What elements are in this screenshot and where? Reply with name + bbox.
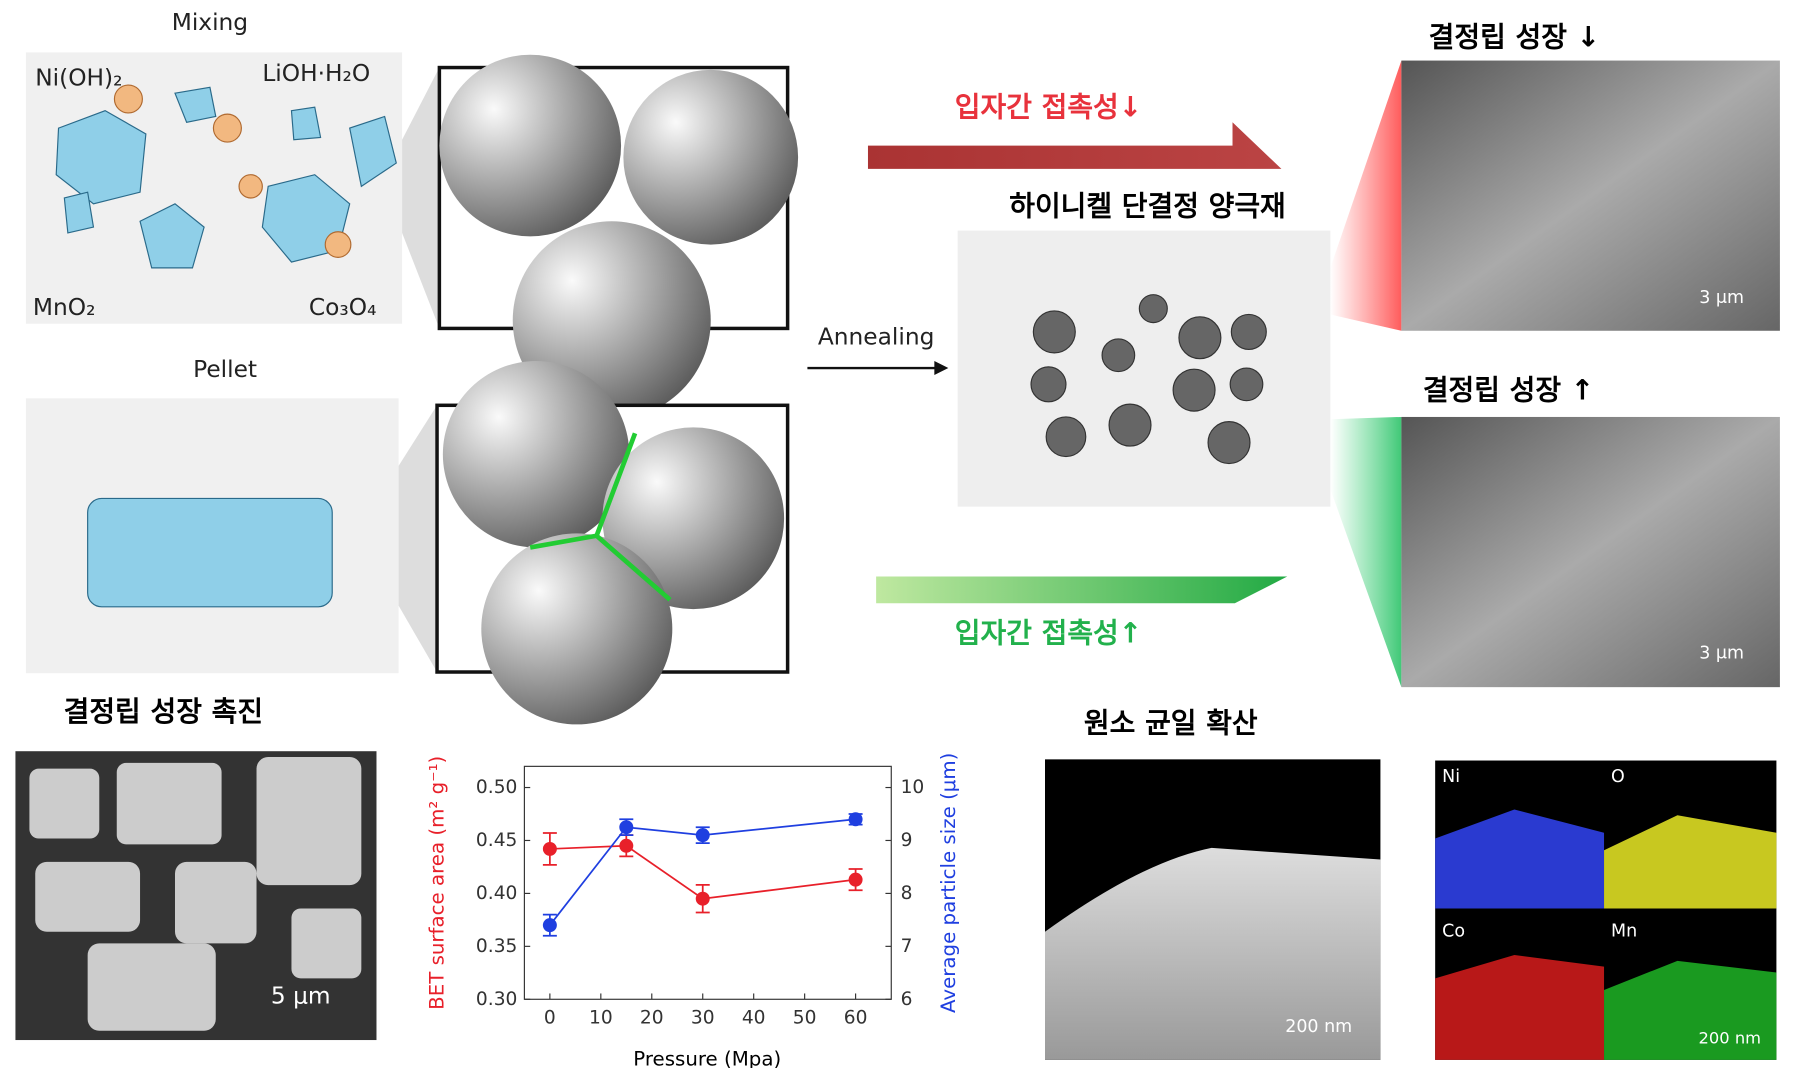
x-tick-label: 0 [544,1007,556,1028]
scale-bar: 200 nm [1285,1017,1352,1037]
scale-bar: 3 μm [1699,643,1744,663]
label: Ni(OH)₂ [35,65,122,92]
plot-frame [523,765,892,1000]
x-tick-label: 20 [640,1007,664,1028]
label: 결정립 성장 촉진 [64,695,263,728]
particles [113,84,352,258]
y-tick-label: 0.45 [476,830,517,851]
data-point [695,828,710,843]
label: Pellet [193,356,257,383]
label: O [1611,767,1625,787]
pellet [87,497,333,608]
label: 하이니켈 단결정 양극재 [1009,189,1285,222]
y-tick-label: 0.50 [476,777,517,798]
data-point [619,820,634,835]
label: 결정립 성장 ↓ [1429,20,1600,53]
label: Mn [1611,922,1637,942]
label: LiOH·H₂O [262,60,370,87]
zoom-fan [1330,416,1402,688]
label: Mixing [172,9,248,36]
zoom-fan [1330,60,1402,331]
spheres [442,361,785,725]
eds-o [1604,815,1777,909]
label: 결정립 성장 ↑ [1423,373,1594,406]
label: 입자간 접촉성↓ [955,90,1142,123]
y2-axis-label: Average particle size (μm) [937,753,960,1013]
contact [529,432,672,602]
y-tick-label: 0.40 [476,883,517,904]
chart: Pressure (Mpa) BET surface area (m² g⁻¹)… [426,753,960,1068]
sem-image [1401,416,1780,688]
arrow [934,361,949,376]
label: Co₃O₄ [309,294,376,321]
label: MnO₂ [33,294,96,321]
scale-bar: 3 μm [1699,288,1744,308]
data-point [619,838,634,853]
x-tick-label: 10 [589,1007,613,1028]
y2-tick-label: 9 [901,830,913,851]
series-line [549,844,856,900]
scale-bar: 5 μm [271,982,331,1009]
arrow [876,576,1288,604]
data-point [848,872,863,887]
y2-tick-label: 7 [901,936,913,957]
x-tick-label: 60 [844,1007,868,1028]
x-tick-label: 30 [691,1007,715,1028]
y-axis-label: BET surface area (m² g⁻¹) [426,756,449,1010]
spheres [439,54,799,420]
data-point [848,812,863,827]
label: 입자간 접촉성↑ [955,617,1142,650]
data-point [542,918,557,933]
y-tick-label: 0.30 [476,989,517,1010]
eds-mn [1604,960,1777,1060]
grains [29,757,362,1031]
eds-co [1435,955,1605,1060]
zoom-fan [402,67,440,329]
label: 원소 균일 확산 [1084,706,1258,739]
arrow [867,122,1282,169]
y2-tick-label: 6 [901,989,913,1010]
crystals [1030,294,1267,465]
label: Annealing [818,323,935,350]
eds-ni [1435,809,1605,909]
x-axis-label: Pressure (Mpa) [633,1047,781,1068]
data-point [542,841,557,856]
x-tick-label: 40 [742,1007,766,1028]
y2-tick-label: 10 [901,777,925,798]
sem-image [1401,60,1780,331]
data-point [695,891,710,906]
tem-particle [1045,847,1381,1060]
zoom-fan [398,405,438,673]
x-tick-label: 50 [793,1007,817,1028]
scale-bar: 200 nm [1699,1028,1762,1047]
series-line [549,818,856,926]
label: Ni [1442,767,1460,787]
y-tick-label: 0.35 [476,936,517,957]
y2-tick-label: 8 [901,883,913,904]
product-panel [957,230,1331,507]
label: Co [1442,922,1465,942]
